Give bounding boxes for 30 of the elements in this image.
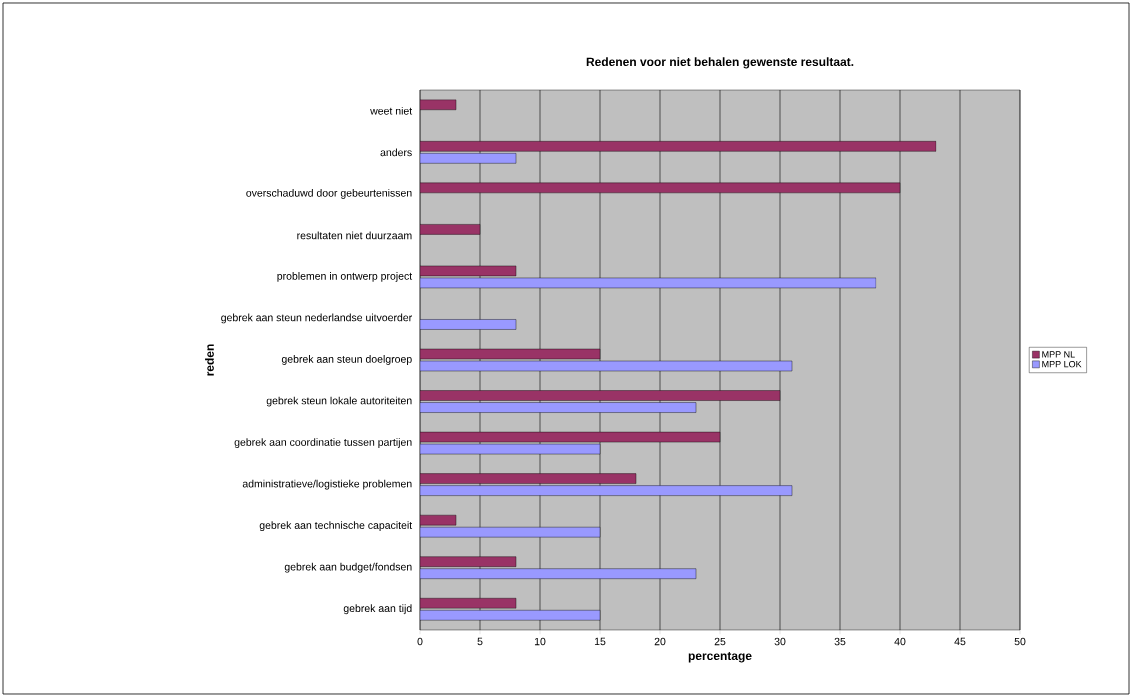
y-axis-title: reden <box>205 344 214 376</box>
x-axis-title: percentage <box>688 652 752 663</box>
y-tick-label: administratieve/logistieke problemen <box>242 479 412 490</box>
legend-label: MPP NL <box>1042 351 1075 358</box>
x-tick-label: 15 <box>594 637 606 646</box>
y-tick-label: gebrek aan tijd <box>343 604 412 615</box>
x-tick-label: 5 <box>477 637 483 646</box>
x-tick-label: 0 <box>417 637 423 646</box>
x-tick-label: 30 <box>774 637 786 646</box>
x-tick-label: 35 <box>834 637 846 646</box>
x-tick-label: 45 <box>954 637 966 646</box>
x-tick-label: 25 <box>714 637 726 646</box>
x-tick-label: 10 <box>534 637 546 646</box>
y-tick-label: problemen in ontwerp project <box>277 272 413 282</box>
y-tick-label: gebrek aan steun doelgroep <box>281 355 412 365</box>
y-tick-label: gebrek steun lokale autoriteiten <box>266 396 412 407</box>
chart-title: Redenen voor niet behalen gewenste resultaat. <box>586 57 854 69</box>
legend-label: MPP LOK <box>1042 360 1082 368</box>
bar <box>420 141 937 152</box>
x-tick-label: 50 <box>1014 637 1026 646</box>
y-tick-label: gebrek aan budget/fondsen <box>284 562 412 573</box>
y-tick-label: gebrek aan technische capaciteit <box>259 521 413 532</box>
y-tick-label: weet niet <box>370 106 413 115</box>
x-tick-label: 20 <box>654 637 666 646</box>
y-tick-label: anders <box>380 148 412 157</box>
y-tick-label: resultaten niet duurzaam <box>297 231 412 240</box>
y-tick-label: overschaduwd door gebeurtenissen <box>246 188 412 199</box>
y-tick-label: gebrek aan steun nederlandse uitvoerder <box>221 313 412 324</box>
y-tick-label: gebrek aan coordinatie tussen partijen <box>234 438 412 448</box>
x-tick-label: 40 <box>894 637 906 646</box>
